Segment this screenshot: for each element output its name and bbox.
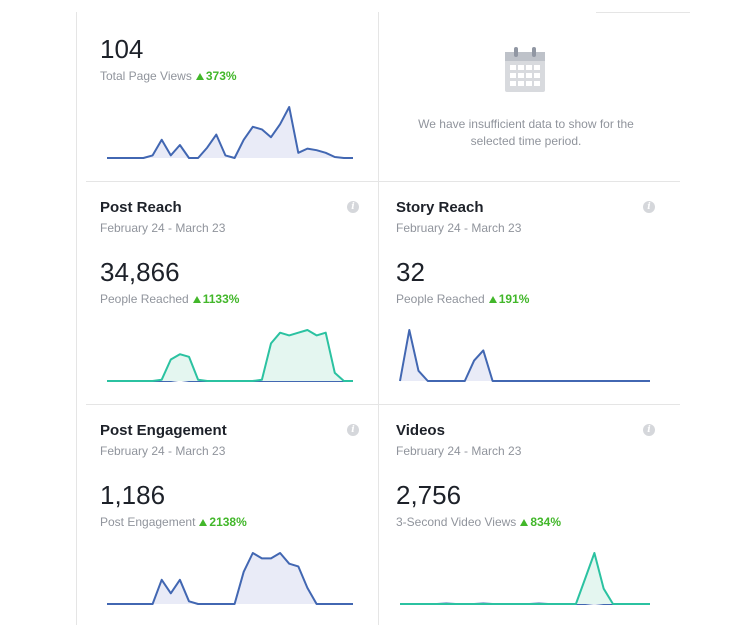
videos-green-series-line [400,552,650,605]
post-engagement-sparkline [107,552,353,605]
story-reach-delta: 191% [488,292,530,306]
left-border [76,12,77,625]
story-reach-sparkline [399,329,650,382]
up-arrow-icon [520,519,529,526]
post_reach-green-series-area [107,330,353,381]
page-views-sparkline [107,106,353,159]
post-engagement-date-range: February 24 - March 23 [100,444,226,458]
insights-grid [76,12,690,625]
videos-label: 3-Second Video Views [396,515,517,529]
post-reach-title: Post Reach [100,199,182,216]
story_reach-series-line [399,329,650,382]
story-reach-value: 32 [396,257,425,287]
up-arrow-icon [199,519,208,526]
column-divider [378,12,379,625]
story-reach-label: People Reached [396,292,485,306]
post_engagement-series-line [107,552,353,605]
page_views-series-line [107,106,353,159]
page-views-card[interactable]: 104 Total Page Views 373% [76,12,370,234]
post_engagement-series-area [107,553,353,604]
post-reach-value: 34,866 [100,257,180,287]
insufficient-data-message: We have insufficient data to show for th… [396,116,656,150]
post-reach-delta: 1133% [192,292,240,306]
story-reach-title: Story Reach [396,199,484,216]
insufficient-data-line-1: We have insufficient data to show for th… [418,117,634,131]
story-reach-date-range: February 24 - March 23 [396,221,522,235]
story-reach-card[interactable]: Story Reach i February 24 - March 23 32 … [379,199,673,421]
post-reach-label: People Reached [100,292,189,306]
videos-value: 2,756 [396,480,462,510]
page-views-metric: Total Page Views 373% [100,69,237,83]
up-arrow-icon [195,73,204,80]
page-views-delta-value: 373% [205,69,237,83]
post-engagement-label: Post Engagement [100,515,196,529]
videos-metric: 3-Second Video Views 834% [396,515,561,529]
top-edge [596,12,690,13]
post-engagement-card[interactable]: Post Engagement i February 24 - March 23… [76,422,370,644]
info-icon[interactable]: i [643,424,655,436]
up-arrow-icon [192,296,201,303]
up-arrow-icon [488,296,497,303]
post-reach-metric: People Reached 1133% [100,292,239,306]
post-reach-delta-value: 1133% [202,292,240,306]
info-icon[interactable]: i [347,424,359,436]
story-reach-delta-value: 191% [498,292,530,306]
story_reach-series-area [400,330,650,381]
info-icon[interactable]: i [347,201,359,213]
videos-delta: 834% [520,515,561,529]
post-engagement-delta: 2138% [199,515,247,529]
page-views-value: 104 [100,34,144,64]
videos-green-series-area [400,553,650,604]
videos-card[interactable]: Videos i February 24 - March 23 2,756 3-… [379,422,673,644]
post-engagement-metric: Post Engagement 2138% [100,515,247,529]
page-views-label: Total Page Views [100,69,192,83]
calendar-icon [505,47,545,92]
post-engagement-title: Post Engagement [100,422,227,439]
videos-title: Videos [396,422,445,439]
videos-date-range: February 24 - March 23 [396,444,522,458]
videos-delta-value: 834% [530,515,562,529]
post-reach-date-range: February 24 - March 23 [100,221,226,235]
insufficient-data-line-2: selected time period. [470,134,582,148]
post-engagement-delta-value: 2138% [209,515,247,529]
row-divider-1 [86,181,680,182]
post-engagement-value: 1,186 [100,480,166,510]
post-reach-card[interactable]: Post Reach i February 24 - March 23 34,8… [76,199,370,421]
row-divider-2 [86,404,680,405]
story-reach-metric: People Reached 191% [396,292,529,306]
insufficient-data-card: We have insufficient data to show for th… [379,12,673,234]
post_reach-green-series-line [107,329,353,382]
page-views-delta: 373% [195,69,237,83]
videos-sparkline [400,552,650,605]
info-icon[interactable]: i [643,201,655,213]
post-reach-sparkline [107,329,353,382]
